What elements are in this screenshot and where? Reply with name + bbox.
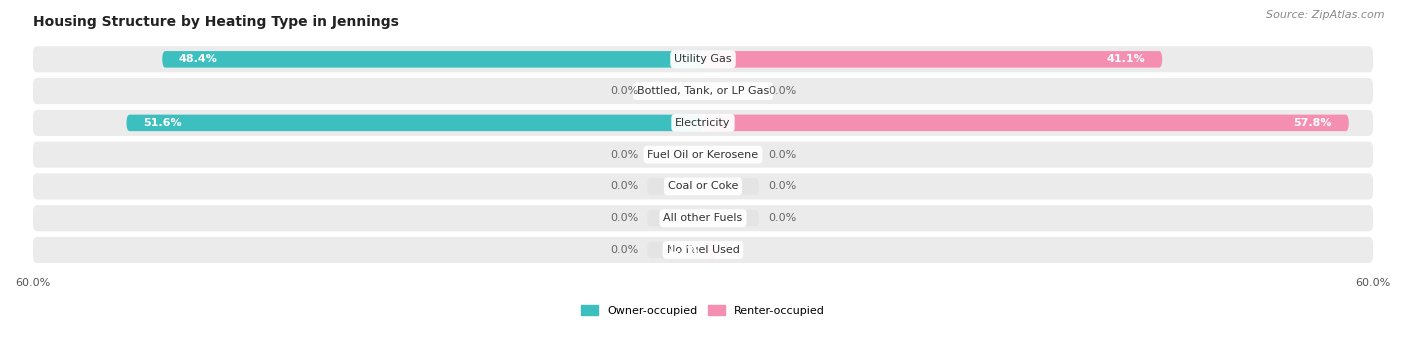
- Text: Housing Structure by Heating Type in Jennings: Housing Structure by Heating Type in Jen…: [32, 15, 398, 29]
- FancyBboxPatch shape: [32, 237, 1374, 263]
- Text: Bottled, Tank, or LP Gas: Bottled, Tank, or LP Gas: [637, 86, 769, 96]
- FancyBboxPatch shape: [32, 78, 1374, 104]
- FancyBboxPatch shape: [127, 115, 703, 131]
- FancyBboxPatch shape: [32, 110, 1374, 136]
- Text: 48.4%: 48.4%: [179, 54, 218, 64]
- Text: Source: ZipAtlas.com: Source: ZipAtlas.com: [1267, 10, 1385, 20]
- Text: No Fuel Used: No Fuel Used: [666, 245, 740, 255]
- FancyBboxPatch shape: [32, 174, 1374, 199]
- Text: 0.0%: 0.0%: [610, 181, 638, 191]
- Text: 0.0%: 0.0%: [610, 86, 638, 96]
- Text: All other Fuels: All other Fuels: [664, 213, 742, 223]
- FancyBboxPatch shape: [647, 242, 703, 258]
- Text: Electricity: Electricity: [675, 118, 731, 128]
- FancyBboxPatch shape: [32, 142, 1374, 168]
- Text: 0.0%: 0.0%: [768, 181, 796, 191]
- FancyBboxPatch shape: [703, 178, 759, 195]
- Text: 57.8%: 57.8%: [1294, 118, 1331, 128]
- Text: 0.0%: 0.0%: [610, 245, 638, 255]
- Text: Fuel Oil or Kerosene: Fuel Oil or Kerosene: [647, 150, 759, 160]
- Text: 1.1%: 1.1%: [668, 245, 699, 255]
- FancyBboxPatch shape: [703, 115, 1348, 131]
- Text: 0.0%: 0.0%: [768, 86, 796, 96]
- FancyBboxPatch shape: [703, 210, 759, 226]
- FancyBboxPatch shape: [647, 178, 703, 195]
- FancyBboxPatch shape: [703, 146, 759, 163]
- FancyBboxPatch shape: [647, 210, 703, 226]
- Text: Coal or Coke: Coal or Coke: [668, 181, 738, 191]
- Text: 41.1%: 41.1%: [1107, 54, 1146, 64]
- Text: 0.0%: 0.0%: [768, 150, 796, 160]
- Text: 0.0%: 0.0%: [610, 213, 638, 223]
- Legend: Owner-occupied, Renter-occupied: Owner-occupied, Renter-occupied: [576, 301, 830, 320]
- Text: Utility Gas: Utility Gas: [675, 54, 731, 64]
- Text: 0.0%: 0.0%: [610, 150, 638, 160]
- FancyBboxPatch shape: [703, 242, 716, 258]
- FancyBboxPatch shape: [647, 83, 703, 99]
- FancyBboxPatch shape: [32, 46, 1374, 72]
- FancyBboxPatch shape: [703, 83, 759, 99]
- FancyBboxPatch shape: [162, 51, 703, 68]
- FancyBboxPatch shape: [703, 51, 1163, 68]
- FancyBboxPatch shape: [647, 146, 703, 163]
- Text: 0.0%: 0.0%: [768, 213, 796, 223]
- Text: 51.6%: 51.6%: [143, 118, 181, 128]
- FancyBboxPatch shape: [32, 205, 1374, 231]
